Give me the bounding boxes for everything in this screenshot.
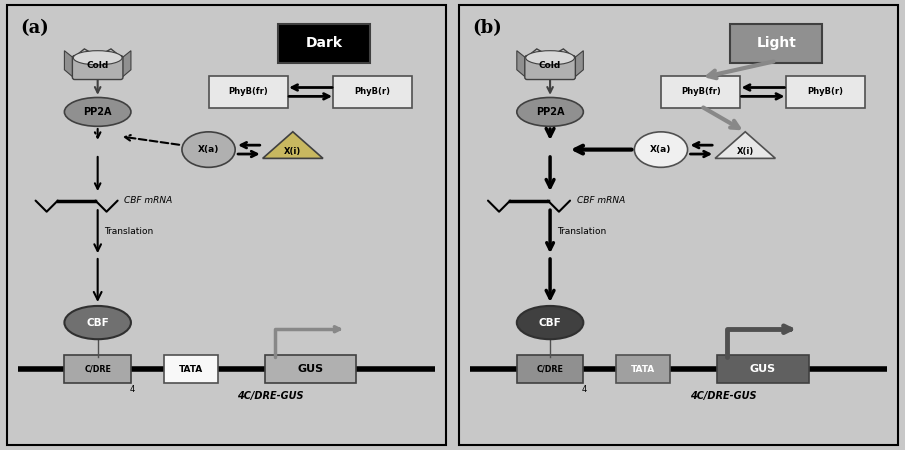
FancyBboxPatch shape <box>786 76 864 108</box>
Text: 4: 4 <box>129 385 135 394</box>
Text: Cold: Cold <box>539 61 561 70</box>
Polygon shape <box>575 51 584 77</box>
FancyBboxPatch shape <box>72 55 123 80</box>
Text: C/DRE: C/DRE <box>537 364 564 373</box>
Text: Translation: Translation <box>104 227 154 236</box>
Ellipse shape <box>634 132 688 167</box>
Text: PhyB(r): PhyB(r) <box>807 87 843 96</box>
Polygon shape <box>715 132 776 158</box>
Text: Cold: Cold <box>87 61 109 70</box>
FancyBboxPatch shape <box>730 24 823 63</box>
FancyBboxPatch shape <box>6 5 446 445</box>
Ellipse shape <box>64 306 131 339</box>
FancyBboxPatch shape <box>459 5 899 445</box>
FancyBboxPatch shape <box>525 55 576 80</box>
Text: Light: Light <box>757 36 796 50</box>
Polygon shape <box>122 51 131 77</box>
Text: PP2A: PP2A <box>536 107 565 117</box>
Text: CBF mRNA: CBF mRNA <box>124 196 173 205</box>
Text: 4C/DRE-GUS: 4C/DRE-GUS <box>237 391 304 401</box>
FancyBboxPatch shape <box>616 356 671 383</box>
Text: PhyB(r): PhyB(r) <box>355 87 391 96</box>
Text: TATA: TATA <box>178 364 203 373</box>
FancyBboxPatch shape <box>278 24 370 63</box>
Polygon shape <box>262 132 323 158</box>
Ellipse shape <box>73 51 122 65</box>
FancyBboxPatch shape <box>209 76 288 108</box>
FancyBboxPatch shape <box>662 76 740 108</box>
Text: GUS: GUS <box>298 364 324 374</box>
Text: Dark: Dark <box>305 36 342 50</box>
Text: X(i): X(i) <box>737 147 754 156</box>
Text: PP2A: PP2A <box>83 107 112 117</box>
Ellipse shape <box>64 98 131 126</box>
FancyBboxPatch shape <box>517 356 584 383</box>
Text: (a): (a) <box>20 19 49 37</box>
FancyBboxPatch shape <box>333 76 412 108</box>
Text: 4C/DRE-GUS: 4C/DRE-GUS <box>690 391 757 401</box>
Ellipse shape <box>526 51 575 65</box>
Text: CBF: CBF <box>538 318 561 328</box>
Text: GUS: GUS <box>750 364 776 374</box>
Ellipse shape <box>517 306 584 339</box>
Text: Translation: Translation <box>557 227 606 236</box>
Text: PhyB(fr): PhyB(fr) <box>681 87 720 96</box>
FancyBboxPatch shape <box>265 356 357 383</box>
Text: 4: 4 <box>582 385 587 394</box>
Text: C/DRE: C/DRE <box>84 364 111 373</box>
Text: X(i): X(i) <box>284 147 301 156</box>
FancyBboxPatch shape <box>718 356 809 383</box>
Ellipse shape <box>517 98 584 126</box>
Polygon shape <box>64 51 73 77</box>
Text: TATA: TATA <box>631 364 655 373</box>
Text: X(a): X(a) <box>651 145 672 154</box>
Text: (b): (b) <box>472 19 502 37</box>
FancyBboxPatch shape <box>164 356 218 383</box>
Polygon shape <box>517 51 526 77</box>
Ellipse shape <box>182 132 235 167</box>
Text: CBF mRNA: CBF mRNA <box>576 196 625 205</box>
FancyBboxPatch shape <box>64 356 131 383</box>
Text: CBF: CBF <box>86 318 109 328</box>
Text: PhyB(fr): PhyB(fr) <box>229 87 269 96</box>
Text: X(a): X(a) <box>198 145 219 154</box>
